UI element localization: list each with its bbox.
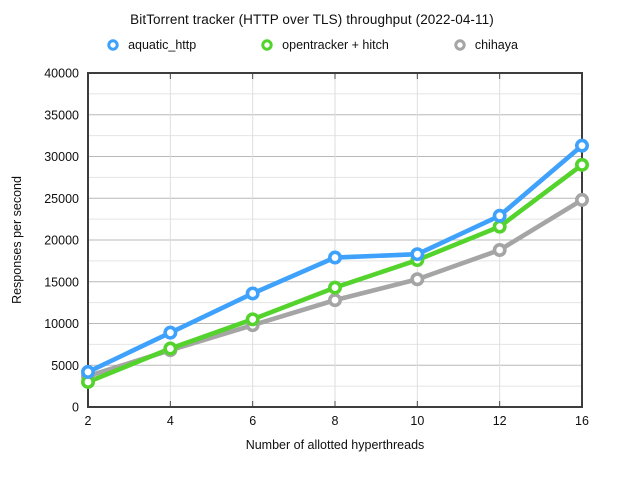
x-tick-label: 16 [575,414,589,428]
y-tick-label: 10000 [44,317,79,331]
y-tick-label: 30000 [44,150,79,164]
legend-item-label: chihaya [474,38,518,52]
chart-title: BitTorrent tracker (HTTP over TLS) throu… [130,12,494,27]
data-point-marker [492,219,507,234]
x-tick-label: 8 [332,414,339,428]
data-point-marker [163,341,178,356]
legend-item-label: aquatic_http [128,38,197,52]
legend-marker-icon [261,39,273,51]
legend: aquatic_http opentracker + hitch chihaya [0,38,624,52]
x-tick-label: 12 [493,414,507,428]
data-point-marker [410,272,425,287]
legend-item: chihaya [453,38,518,52]
y-tick-label: 15000 [44,275,79,289]
data-point-marker [327,280,342,295]
data-point-marker [492,208,507,223]
data-point-marker [327,293,342,308]
legend-marker-icon [107,39,119,51]
data-point-marker [492,243,507,258]
data-point-marker [327,250,342,265]
y-tick-label: 25000 [44,192,79,206]
legend-item: opentracker + hitch [260,38,389,52]
legend-item-label: opentracker + hitch [282,38,389,52]
data-point-marker [163,325,178,340]
data-point-marker [574,138,589,153]
x-tick-label: 6 [249,414,256,428]
x-tick-label: 2 [85,414,92,428]
y-tick-label: 40000 [44,67,79,81]
y-tick-label: 20000 [44,234,79,248]
data-point-marker [574,157,589,172]
x-axis-title: Number of allotted hyperthreads [246,438,425,452]
y-tick-label: 35000 [44,108,79,122]
x-tick-label: 4 [167,414,174,428]
data-point-marker [245,286,260,301]
data-point-marker [574,192,589,207]
plot-border [87,72,583,408]
y-axis-title: Responses per second [10,176,24,304]
y-tick-label: 0 [72,401,79,415]
y-tick-label: 5000 [51,359,79,373]
x-tick-label: 10 [410,414,424,428]
data-point-marker [245,312,260,327]
legend-marker-icon [454,39,466,51]
data-point-marker [410,247,425,262]
legend-item: aquatic_http [106,38,196,52]
data-point-marker [81,364,96,379]
